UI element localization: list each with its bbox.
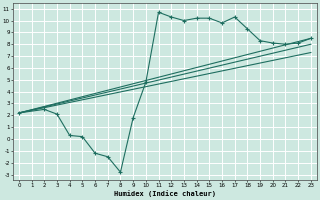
X-axis label: Humidex (Indice chaleur): Humidex (Indice chaleur): [114, 190, 216, 197]
